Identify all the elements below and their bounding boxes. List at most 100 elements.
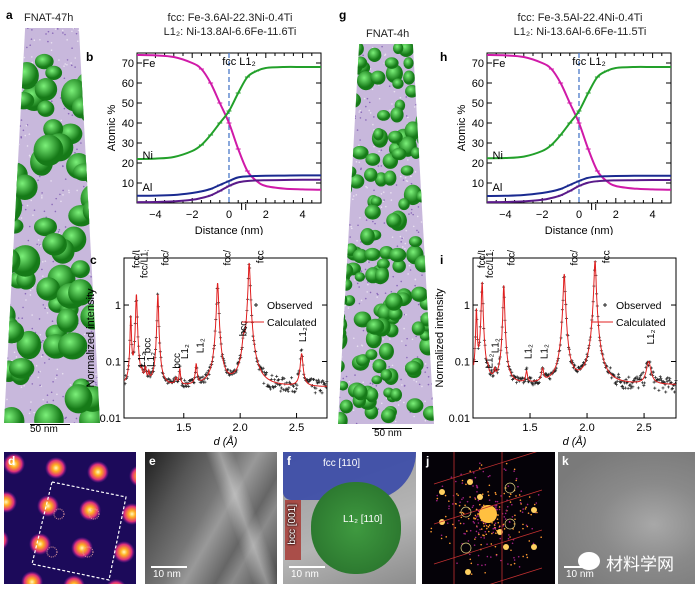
matrix-atom	[31, 383, 34, 385]
observed-point	[657, 388, 661, 392]
precipitate	[364, 167, 378, 182]
matrix-atom	[88, 350, 90, 353]
observed-point	[661, 386, 665, 390]
matrix-atom	[15, 58, 18, 60]
matrix-atom	[347, 87, 349, 90]
matrix-atom	[389, 109, 391, 112]
precipitate	[403, 70, 415, 85]
observed-point	[638, 374, 642, 378]
matrix-atom	[4, 52, 7, 54]
fft-noise	[533, 503, 536, 506]
fft-noise	[479, 503, 481, 506]
matrix-atom	[356, 345, 359, 348]
matrix-atom	[400, 241, 402, 243]
matrix-atom	[87, 155, 89, 158]
matrix-atom	[51, 32, 54, 34]
precipitate	[417, 132, 433, 148]
precipitate	[405, 84, 419, 98]
fft-noise	[492, 527, 495, 530]
precipitate	[423, 46, 434, 63]
precipitate	[56, 308, 79, 333]
fft-noise	[530, 513, 532, 516]
matrix-atom	[418, 118, 420, 121]
fft-noise	[508, 534, 510, 536]
precipitate	[390, 107, 404, 123]
matrix-atom	[39, 333, 42, 336]
matrix-atom	[425, 195, 428, 198]
precipitate	[371, 375, 383, 385]
matrix-atom	[417, 65, 420, 67]
precipitate	[365, 387, 379, 403]
matrix-atom	[340, 313, 342, 315]
matrix-atom	[21, 317, 24, 320]
matrix-atom	[399, 175, 402, 178]
panel-d-label: d	[8, 454, 16, 468]
matrix-atom	[425, 227, 428, 229]
matrix-atom	[25, 124, 28, 127]
fft-noise	[482, 470, 485, 473]
matrix-atom	[368, 101, 371, 104]
matrix-atom	[347, 147, 350, 150]
matrix-atom	[360, 270, 363, 272]
fft-noise	[478, 533, 480, 536]
observed-point	[635, 375, 639, 379]
fft-noise	[484, 522, 487, 525]
matrix-atom	[352, 198, 354, 201]
matrix-atom	[366, 186, 368, 189]
peak-label: fcc/L1₂	[569, 250, 580, 266]
matrix-atom	[340, 72, 343, 74]
matrix-atom	[48, 358, 50, 361]
precipitate	[345, 92, 362, 108]
precipitate	[384, 57, 399, 69]
matrix-atom	[378, 97, 381, 100]
matrix-atom	[369, 112, 372, 114]
fft-noise	[458, 519, 460, 522]
panel-b-title-l12: L1₂: Ni-13.8Al-6.6Fe-11.6Ti	[163, 26, 297, 38]
fft-noise	[477, 532, 480, 534]
matrix-atom	[377, 408, 380, 410]
matrix-atom	[25, 299, 27, 301]
matrix-atom	[50, 100, 53, 102]
fft-noise	[461, 482, 464, 484]
matrix-atom	[46, 312, 49, 314]
peak-label: fcc/L1₂	[140, 250, 151, 278]
matrix-atom	[76, 148, 78, 151]
fft-noise	[464, 504, 466, 507]
matrix-atom	[359, 139, 361, 141]
precipitate	[339, 399, 353, 414]
observed-point	[180, 384, 184, 388]
matrix-atom	[348, 118, 350, 120]
precipitate	[391, 147, 407, 161]
legend-calculated-label: Calculated	[267, 317, 317, 329]
fft-noise	[504, 469, 507, 471]
scale-bar-k	[564, 566, 594, 568]
observed-point	[617, 375, 621, 379]
matrix-atom	[362, 381, 364, 384]
fft-noise	[448, 505, 450, 507]
matrix-atom	[340, 230, 343, 232]
x-axis-label: d (Å)	[214, 435, 238, 448]
matrix-atom	[406, 337, 408, 340]
fft-noise	[484, 571, 486, 574]
matrix-atom	[12, 120, 15, 122]
fft-noise	[490, 556, 492, 558]
matrix-atom	[10, 98, 12, 101]
x-tick-label: −4	[499, 209, 512, 221]
matrix-atom	[365, 219, 368, 221]
matrix-atom	[428, 173, 431, 176]
superlattice-spot-marker	[46, 546, 58, 558]
observed-point	[529, 376, 533, 380]
matrix-atom	[45, 33, 47, 35]
matrix-atom	[35, 364, 38, 367]
fft-noise	[513, 468, 516, 471]
fft-noise	[535, 502, 538, 504]
diffraction-spot	[121, 503, 136, 525]
matrix-atom	[425, 151, 427, 154]
observed-point	[666, 385, 670, 389]
matrix-atom	[417, 231, 420, 234]
matrix-atom	[50, 42, 53, 44]
y-tick-label: 20	[122, 158, 134, 170]
diffraction-spot	[87, 461, 109, 483]
matrix-atom	[371, 383, 374, 385]
observed-point	[665, 380, 669, 384]
